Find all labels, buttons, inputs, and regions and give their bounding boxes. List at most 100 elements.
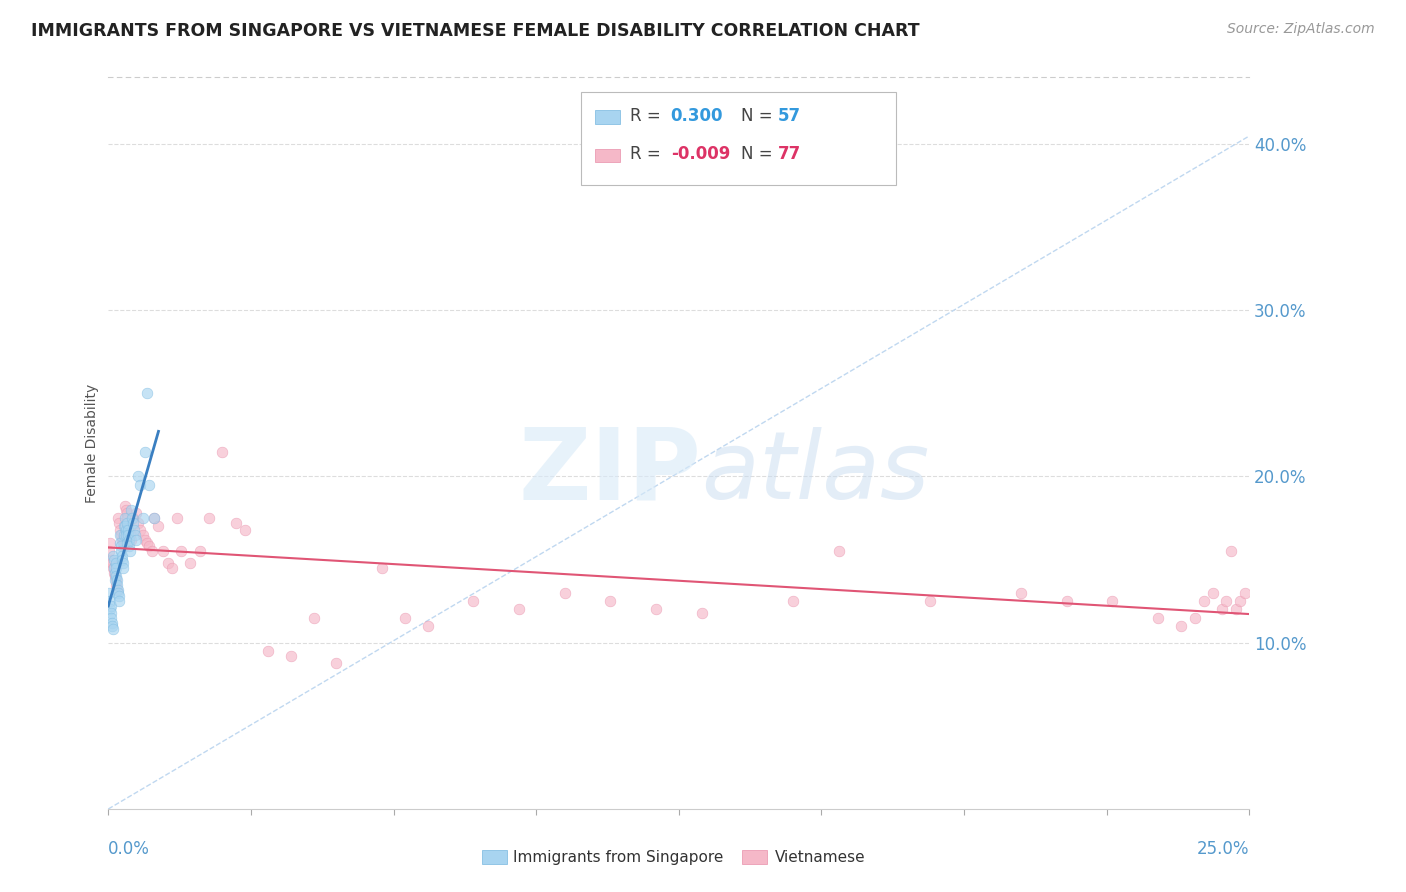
Point [111,556,134,570]
Point [1215,594,1237,608]
Point [136,386,159,401]
Point [122,523,145,537]
Text: 77: 77 [778,145,801,163]
Point [100,552,122,566]
Point [108,527,131,541]
Point [100,606,122,620]
Point [104,569,127,583]
Point [188,544,211,558]
Point [554,586,576,600]
Point [690,606,713,620]
Point [107,589,129,603]
Point [131,511,153,525]
Point [302,611,325,625]
Point [371,561,394,575]
Point [134,444,156,458]
Text: Vietnamese: Vietnamese [775,850,865,864]
Point [508,602,530,616]
Point [105,577,128,591]
Point [152,544,174,558]
Point [114,519,136,533]
Point [112,539,135,553]
Point [115,506,138,520]
Point [918,594,941,608]
Point [142,511,165,525]
Point [211,444,233,458]
Point [103,561,125,575]
Point [105,561,128,575]
Point [257,644,280,658]
Text: N =: N = [741,145,778,163]
Point [114,500,136,514]
Point [122,516,145,530]
Text: atlas: atlas [702,427,929,518]
Point [1147,611,1170,625]
Point [1010,586,1032,600]
Point [325,656,347,670]
Y-axis label: Female Disability: Female Disability [86,384,100,503]
Point [103,549,125,564]
Point [120,502,142,516]
Point [1233,586,1256,600]
Point [129,523,152,537]
Point [98,602,121,616]
Point [107,582,129,597]
Point [160,561,183,575]
Text: R =: R = [630,107,666,125]
Point [127,516,149,530]
Point [1202,586,1225,600]
Point [463,594,485,608]
Text: 0.0%: 0.0% [108,840,150,858]
Point [1056,594,1078,608]
Point [225,516,247,530]
Point [117,516,139,530]
Point [101,556,124,570]
Text: R =: R = [630,145,666,163]
Point [120,533,142,547]
Point [136,536,159,550]
Point [179,556,201,570]
Point [114,502,136,516]
Point [1170,619,1192,633]
Point [122,511,145,525]
Point [118,539,141,553]
Point [112,519,135,533]
Point [117,511,139,525]
Point [120,544,142,558]
Point [108,516,131,530]
Point [129,477,152,491]
Point [108,523,131,537]
Point [1229,594,1251,608]
Text: IMMIGRANTS FROM SINGAPORE VS VIETNAMESE FEMALE DISABILITY CORRELATION CHART: IMMIGRANTS FROM SINGAPORE VS VIETNAMESE … [31,22,920,40]
Point [100,599,122,614]
Point [118,523,141,537]
Point [107,586,129,600]
Point [1101,594,1123,608]
Point [103,566,125,580]
Point [1184,611,1206,625]
Point [156,556,179,570]
Point [280,648,302,663]
Text: -0.009: -0.009 [671,145,730,163]
Point [599,594,621,608]
Point [1225,602,1247,616]
Point [104,556,127,570]
Point [142,511,165,525]
Point [197,511,219,525]
Point [112,527,135,541]
Point [107,511,129,525]
Text: 0.300: 0.300 [671,107,723,125]
Point [98,594,121,608]
Text: Immigrants from Singapore: Immigrants from Singapore [513,850,723,864]
Point [233,523,256,537]
Point [134,533,156,547]
Point [124,533,146,547]
Point [110,539,132,553]
Point [127,469,149,483]
Point [105,582,128,597]
Point [105,573,128,587]
Point [101,561,124,575]
Point [416,619,439,633]
Point [394,611,416,625]
Text: 57: 57 [778,107,800,125]
